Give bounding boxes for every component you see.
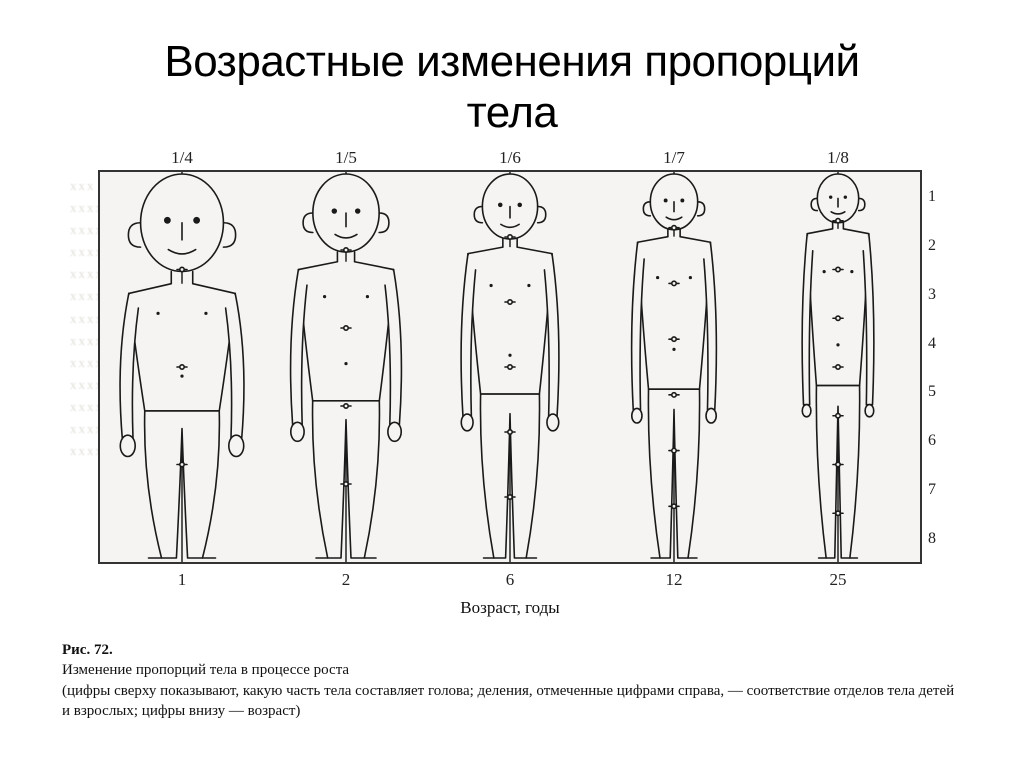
slide-title: Возрастные изменения пропорций тела: [0, 37, 1024, 138]
caption-line1: Изменение пропорций тела в процессе рост…: [62, 662, 349, 678]
person-svg: [604, 172, 744, 562]
age-label: 2: [264, 570, 428, 590]
right-scale-8: 8: [928, 530, 954, 548]
right-scale-4: 4: [928, 335, 954, 353]
age-label: 6: [428, 570, 592, 590]
title-line-2: тела: [467, 88, 558, 137]
figure-72: 12345678 1/4: [60, 170, 960, 721]
figure-age-2: 1/5: [264, 172, 428, 562]
figure-caption: Рис. 72. Изменение пропорций тела в проц…: [62, 640, 960, 721]
person-svg: [112, 172, 252, 562]
age-label: 1: [100, 570, 264, 590]
caption-line2: (цифры сверху показывают, какую часть те…: [62, 683, 954, 719]
age-label: 25: [756, 570, 920, 590]
right-scale-1: 1: [928, 188, 954, 206]
ratio-label: 1/7: [663, 148, 685, 168]
ratio-label: 1/8: [827, 148, 849, 168]
figure-age-1: 1/4: [100, 172, 264, 562]
ratio-label: 1/5: [335, 148, 357, 168]
right-scale-6: 6: [928, 432, 954, 450]
person-svg: [768, 172, 908, 562]
figures-row: 1/4: [100, 172, 920, 562]
age-axis-label: Возраст, годы: [60, 598, 960, 618]
figure-age-12: 1/7: [592, 172, 756, 562]
title-line-1: Возрастные изменения пропорций: [164, 37, 859, 86]
person-svg: [276, 172, 416, 562]
age-row: 1261225: [100, 570, 920, 590]
right-scale-5: 5: [928, 383, 954, 401]
ratio-label: 1/6: [499, 148, 521, 168]
person-svg: [440, 172, 580, 562]
ratio-label: 1/4: [171, 148, 193, 168]
caption-fig-label: Рис. 72.: [62, 642, 113, 658]
age-label: 12: [592, 570, 756, 590]
right-scale: 1 2 3 4 5 6 7 8: [928, 172, 954, 562]
right-scale-7: 7: [928, 481, 954, 499]
proportions-chart: 12345678 1/4: [98, 170, 922, 564]
figure-age-25: 1/8: [756, 172, 920, 562]
right-scale-2: 2: [928, 237, 954, 255]
right-scale-3: 3: [928, 286, 954, 304]
figure-age-6: 1/6: [428, 172, 592, 562]
